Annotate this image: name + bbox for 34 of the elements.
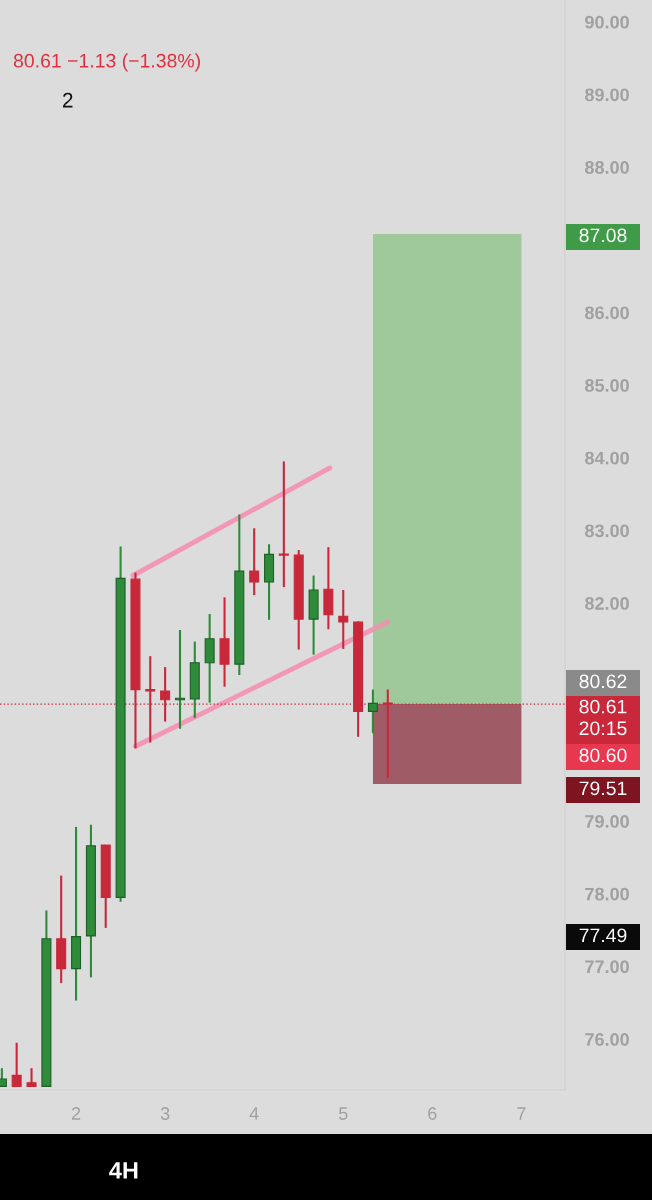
- y-tick-label: 86.00: [585, 306, 629, 320]
- text: 87.08: [579, 228, 627, 243]
- text: 4H: [109, 1162, 138, 1179]
- x-tick-label: 5: [338, 1107, 348, 1120]
- text: 80.62: [579, 674, 627, 689]
- x-tick-label: 7: [517, 1107, 526, 1120]
- y-tick-label: 89.00: [585, 88, 629, 102]
- y-tick-label: 85.00: [585, 379, 629, 392]
- candlestick: [278, 460, 289, 589]
- x-tick-label: 4: [249, 1107, 259, 1120]
- x-tick-label: 6: [428, 1107, 437, 1120]
- y-tick-label: 82.00: [585, 597, 629, 610]
- y-tick-label: 90.00: [585, 15, 629, 29]
- y-tick-label: 83.00: [585, 524, 629, 538]
- candlestick: [11, 1041, 22, 1088]
- y-tick-label: 88.00: [585, 161, 629, 174]
- y-tick-label: 78.00: [585, 887, 629, 901]
- y-tick-label: 77.00: [585, 960, 629, 974]
- y-tick-label: 76.00: [585, 1033, 629, 1046]
- annotation: 2: [62, 92, 73, 108]
- annotation: 80.61 −1.13 (−1.38%): [13, 53, 200, 72]
- candlestick: [26, 1067, 37, 1088]
- text: 79.51: [579, 781, 627, 796]
- candlestick: [204, 612, 215, 704]
- candlestick: [367, 688, 378, 735]
- y-tick-label: 79.00: [585, 815, 629, 828]
- text: 80.60: [579, 748, 627, 763]
- text: 77.49: [579, 928, 627, 943]
- y-tick-label: 84.00: [585, 451, 629, 465]
- candlestick: [338, 588, 349, 650]
- ref-line-label: 80.61 20:15: [579, 699, 627, 736]
- x-tick-label: 2: [71, 1107, 81, 1120]
- candlestick: [249, 527, 260, 597]
- x-tick-label: 3: [160, 1107, 170, 1120]
